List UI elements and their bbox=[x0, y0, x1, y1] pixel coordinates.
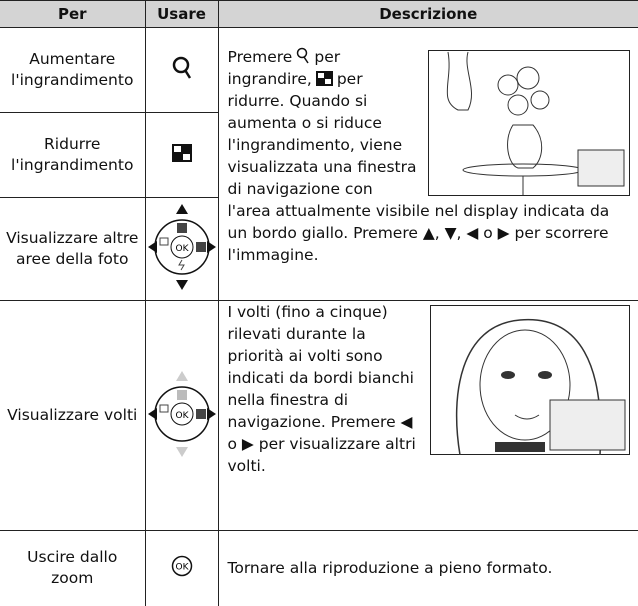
text: per ingrandire, bbox=[227, 48, 341, 88]
thumbnail-icon bbox=[171, 144, 192, 162]
row: Ridurre l'ingrandimento bbox=[0, 112, 638, 198]
svg-text:OK: OK bbox=[175, 563, 189, 573]
illustration bbox=[430, 305, 630, 455]
svg-text:OK: OK bbox=[175, 411, 189, 421]
action: Visualizzare volti bbox=[0, 300, 146, 531]
multi-selector-icon: OK bbox=[147, 204, 216, 290]
action: Ridurre l'ingrandimento bbox=[0, 112, 146, 198]
row: Visualizzare volti OK I volti (fino a ci… bbox=[0, 300, 638, 531]
icon-cell: OK bbox=[144, 197, 218, 301]
header: Usare bbox=[144, 0, 219, 28]
action: Uscire dallo zoom bbox=[0, 530, 146, 606]
thumbnail-icon bbox=[315, 71, 333, 86]
zoom-icon bbox=[172, 56, 191, 79]
icon-cell bbox=[144, 27, 219, 113]
row: Visualizzare altre aree della foto OK bbox=[0, 197, 638, 301]
icon-cell: OK bbox=[144, 300, 219, 531]
action: Visualizzare altre aree della foto bbox=[0, 197, 146, 301]
row: Uscire dallo zoom OK Tornare alla riprod… bbox=[0, 530, 638, 606]
header: Per bbox=[0, 0, 146, 28]
description: I volti (fino a cinque) rilevati durante… bbox=[217, 300, 638, 531]
zoom-icon bbox=[297, 47, 309, 64]
icon-cell: OK bbox=[144, 530, 219, 606]
ok-icon: OK bbox=[171, 556, 192, 577]
icon-cell bbox=[144, 112, 218, 198]
description: Tornare alla riproduzione a pieno format… bbox=[217, 530, 638, 606]
multi-selector-icon: OK bbox=[147, 370, 216, 457]
svg-text:OK: OK bbox=[175, 244, 189, 254]
action: Aumentare l'ingrandimento bbox=[0, 27, 146, 113]
illustration bbox=[428, 50, 630, 196]
text: Premere bbox=[227, 48, 293, 66]
row: Aumentare l'ingrandimento Premere per ing… bbox=[0, 27, 638, 301]
text: per ridurre. Quando si aumenta o si ridu… bbox=[227, 70, 610, 264]
text: I volti (fino a cinque) rilevati durante… bbox=[227, 303, 416, 475]
description: Premere per ingrandire, per ridurre. Quand… bbox=[217, 27, 638, 301]
header-row: Per Usare Descrizione bbox=[0, 0, 638, 28]
header: Descrizione bbox=[217, 0, 638, 28]
